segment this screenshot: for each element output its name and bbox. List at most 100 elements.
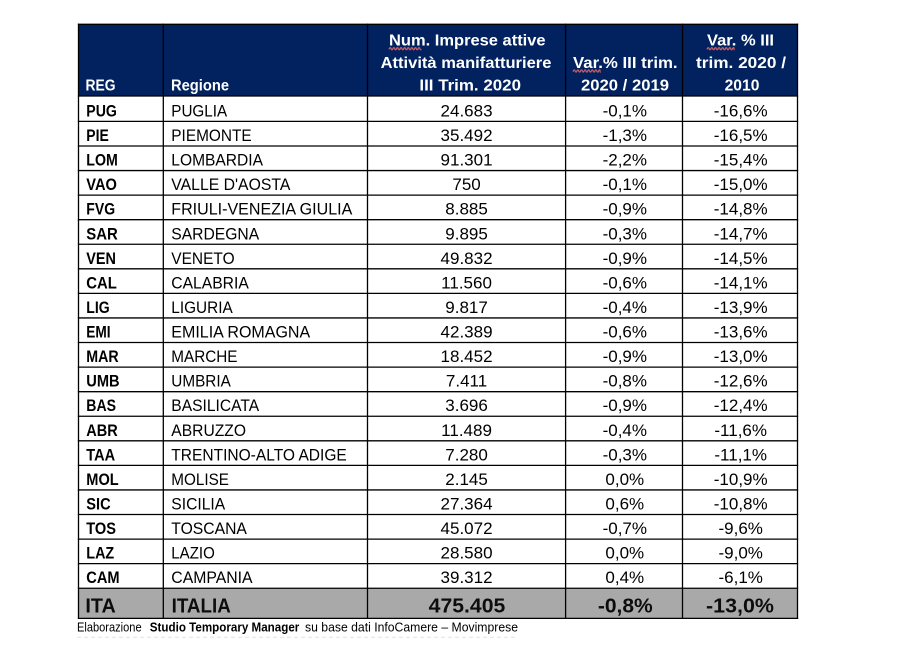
svg-text:MOLISE: MOLISE — [171, 470, 229, 489]
svg-text:-0,7%: -0,7% — [603, 519, 647, 538]
svg-text:91.301: 91.301 — [441, 151, 493, 170]
svg-text:PUG: PUG — [86, 101, 117, 120]
svg-text:Var. % III: Var. % III — [707, 32, 774, 49]
svg-text:VEN: VEN — [86, 249, 116, 268]
svg-text:0,0%: 0,0% — [605, 470, 644, 489]
svg-text:-0,1%: -0,1% — [603, 175, 647, 194]
svg-text:9.817: 9.817 — [445, 298, 488, 317]
svg-text:-0,9%: -0,9% — [603, 249, 647, 268]
svg-text:-0,3%: -0,3% — [603, 224, 647, 243]
svg-text:CAM: CAM — [86, 568, 119, 587]
svg-text:SICILIA: SICILIA — [171, 495, 225, 514]
svg-text:LAZ: LAZ — [86, 544, 114, 563]
svg-text:SAR: SAR — [86, 224, 118, 243]
svg-text:-2,2%: -2,2% — [603, 151, 647, 170]
svg-text:-13,0%: -13,0% — [714, 347, 768, 366]
svg-text:-0,8%: -0,8% — [603, 372, 647, 391]
svg-text:UMBRIA: UMBRIA — [171, 372, 231, 391]
svg-text:TOSCANA: TOSCANA — [171, 519, 247, 538]
svg-text:-6,1%: -6,1% — [718, 568, 762, 587]
svg-text:PUGLIA: PUGLIA — [171, 101, 227, 120]
svg-text:49.832: 49.832 — [441, 249, 493, 268]
svg-text:-14,8%: -14,8% — [714, 200, 768, 219]
svg-text:-0,4%: -0,4% — [603, 421, 647, 440]
svg-text:LIGURIA: LIGURIA — [171, 298, 233, 317]
svg-text:39.312: 39.312 — [441, 568, 493, 587]
svg-text:-14,5%: -14,5% — [714, 249, 768, 268]
svg-text:11.489: 11.489 — [441, 421, 492, 440]
svg-text:MARCHE: MARCHE — [171, 347, 237, 366]
svg-text:CAMPANIA: CAMPANIA — [171, 568, 253, 587]
svg-text:-0,4%: -0,4% — [603, 298, 647, 317]
svg-text:Regione: Regione — [171, 78, 229, 95]
svg-text:750: 750 — [452, 175, 480, 194]
svg-text:Attività manifatturiere: Attività manifatturiere — [381, 55, 552, 72]
svg-text:-10,9%: -10,9% — [714, 470, 768, 489]
svg-text:42.389: 42.389 — [441, 323, 493, 342]
svg-text:-13,9%: -13,9% — [714, 298, 768, 317]
svg-text:FVG: FVG — [86, 200, 115, 219]
svg-text:7.411: 7.411 — [446, 372, 487, 391]
svg-text:0,0%: 0,0% — [605, 544, 644, 563]
svg-text:ABRUZZO: ABRUZZO — [171, 421, 246, 440]
svg-text:CAL: CAL — [86, 273, 117, 292]
svg-text:TRENTINO-ALTO ADIGE: TRENTINO-ALTO ADIGE — [171, 445, 346, 464]
svg-text:trim. 2020 /: trim. 2020 / — [696, 55, 787, 72]
svg-text:REG: REG — [86, 78, 116, 95]
svg-text:-0,6%: -0,6% — [603, 323, 647, 342]
svg-text:7.280: 7.280 — [445, 445, 488, 464]
svg-text:-0,3%: -0,3% — [603, 445, 647, 464]
svg-text:-13,0%: -13,0% — [706, 595, 774, 617]
svg-text:VALLE D'AOSTA: VALLE D'AOSTA — [171, 175, 291, 194]
svg-text:11.560: 11.560 — [441, 273, 492, 292]
svg-text:-16,5%: -16,5% — [714, 126, 768, 145]
svg-text:PIEMONTE: PIEMONTE — [171, 126, 251, 145]
svg-text:LIG: LIG — [86, 298, 109, 317]
svg-text:UMB: UMB — [86, 372, 119, 391]
svg-text:Num. Imprese attive: Num. Imprese attive — [389, 32, 546, 49]
svg-text:BASILICATA: BASILICATA — [171, 396, 260, 415]
svg-text:-9,6%: -9,6% — [718, 519, 762, 538]
svg-text:su base dati InfoCamere – Movi: su base dati InfoCamere – Movimprese — [305, 619, 518, 634]
svg-text:TOS: TOS — [86, 519, 116, 538]
svg-text:CALABRIA: CALABRIA — [171, 273, 249, 292]
svg-text:-15,4%: -15,4% — [714, 151, 768, 170]
svg-text:BAS: BAS — [86, 396, 116, 415]
svg-text:-0,9%: -0,9% — [603, 200, 647, 219]
svg-text:SIC: SIC — [86, 495, 110, 514]
svg-text:8.885: 8.885 — [445, 200, 488, 219]
svg-text:Var.% III trim.: Var.% III trim. — [573, 55, 678, 72]
svg-text:-1,3%: -1,3% — [603, 126, 647, 145]
svg-text:35.492: 35.492 — [441, 126, 493, 145]
svg-text:18.452: 18.452 — [441, 347, 493, 366]
svg-text:-0,9%: -0,9% — [603, 396, 647, 415]
svg-text:ABR: ABR — [86, 421, 118, 440]
svg-text:0,4%: 0,4% — [605, 568, 644, 587]
svg-text:ITALIA: ITALIA — [172, 595, 231, 617]
svg-text:LOM: LOM — [86, 151, 118, 170]
svg-text:-0,1%: -0,1% — [603, 101, 647, 120]
svg-text:MOL: MOL — [86, 470, 118, 489]
svg-text:LOMBARDIA: LOMBARDIA — [171, 151, 263, 170]
svg-text:-10,8%: -10,8% — [714, 495, 768, 514]
svg-text:III Trim. 2020: III Trim. 2020 — [419, 78, 521, 95]
svg-text:9.895: 9.895 — [445, 224, 488, 243]
svg-text:-15,0%: -15,0% — [714, 175, 768, 194]
svg-text:28.580: 28.580 — [441, 544, 493, 563]
svg-text:2020 / 2019: 2020 / 2019 — [581, 78, 669, 95]
svg-text:45.072: 45.072 — [441, 519, 493, 538]
svg-text:MAR: MAR — [86, 347, 118, 366]
svg-text:-12,4%: -12,4% — [714, 396, 768, 415]
svg-text:VAO: VAO — [86, 175, 117, 194]
svg-text:475.405: 475.405 — [429, 595, 506, 617]
svg-text:-11,6%: -11,6% — [714, 421, 767, 440]
svg-text:27.364: 27.364 — [441, 495, 493, 514]
svg-text:2.145: 2.145 — [445, 470, 488, 489]
svg-text:24.683: 24.683 — [441, 101, 493, 120]
svg-text:TAA: TAA — [86, 445, 115, 464]
svg-text:-0,9%: -0,9% — [603, 347, 647, 366]
svg-text:SARDEGNA: SARDEGNA — [171, 224, 259, 243]
svg-text:-0,8%: -0,8% — [598, 595, 653, 617]
svg-text:FRIULI-VENEZIA GIULIA: FRIULI-VENEZIA GIULIA — [171, 200, 353, 219]
svg-text:-9,0%: -9,0% — [718, 544, 762, 563]
